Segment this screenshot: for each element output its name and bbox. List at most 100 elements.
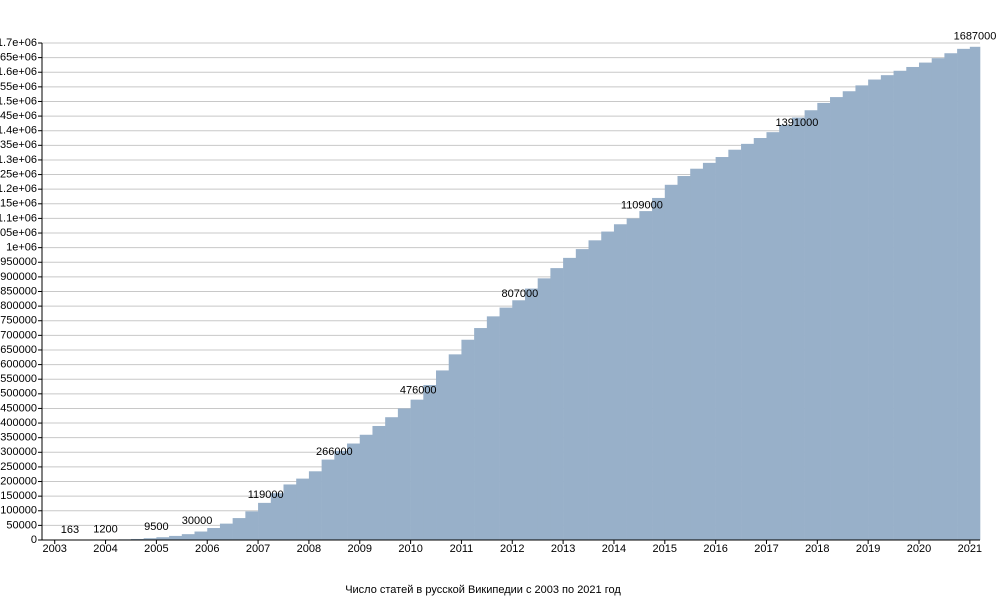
bar <box>830 97 844 540</box>
bar <box>702 162 716 541</box>
bar <box>855 85 869 540</box>
y-tick-label: 1.15e+06 <box>0 198 37 210</box>
x-tick-label: 2014 <box>602 543 626 555</box>
y-tick-label: 400000 <box>0 417 37 429</box>
bar <box>423 385 437 540</box>
y-tick-label: 650000 <box>0 344 37 356</box>
annotation: 163 <box>61 524 79 536</box>
annotation: 119000 <box>248 489 284 501</box>
bar <box>753 138 767 540</box>
bar <box>728 149 742 541</box>
y-tick-label: 1.25e+06 <box>0 168 37 180</box>
bar <box>156 537 170 540</box>
bar <box>474 328 488 540</box>
y-tick-label: 200000 <box>0 475 37 487</box>
y-tick-label: 50000 <box>6 519 37 531</box>
annotation: 807000 <box>502 288 539 300</box>
bar <box>918 62 933 540</box>
bar <box>957 48 971 541</box>
annotation: 30000 <box>182 515 213 527</box>
bar <box>588 240 602 540</box>
y-tick-label: 1.55e+06 <box>0 81 37 93</box>
bar <box>804 110 818 540</box>
x-tick-label: 2016 <box>703 543 727 555</box>
bar <box>524 288 538 540</box>
y-tick-label: 1.4e+06 <box>0 125 37 137</box>
bar <box>715 157 729 541</box>
bar <box>537 278 551 540</box>
bar <box>639 211 653 540</box>
annotation: 1391000 <box>776 117 819 129</box>
y-tick-label: 1.1e+06 <box>0 212 37 224</box>
y-tick-label: 800000 <box>0 300 37 312</box>
bar <box>219 523 233 540</box>
y-tick-label: 600000 <box>0 358 37 370</box>
y-tick-label: 900000 <box>0 271 37 283</box>
x-tick-label: 2010 <box>398 543 422 555</box>
bar <box>334 450 348 540</box>
bar <box>194 531 208 540</box>
bar <box>601 231 615 541</box>
bar <box>664 184 678 540</box>
bar <box>296 478 310 540</box>
bar <box>741 143 755 541</box>
bar <box>779 124 793 540</box>
bar <box>512 300 526 540</box>
bar <box>791 117 805 541</box>
bar <box>448 354 462 540</box>
bar <box>181 534 195 540</box>
y-tick-label: 300000 <box>0 446 37 458</box>
bar <box>130 538 144 540</box>
bar <box>563 257 577 540</box>
bar <box>677 176 691 541</box>
annotation: 9500 <box>144 521 168 533</box>
y-tick-label: 100000 <box>0 505 37 517</box>
y-tick-label: 1e+06 <box>6 242 37 254</box>
y-tick-label: 0 <box>31 534 37 546</box>
x-tick-label: 2005 <box>144 543 168 555</box>
bar <box>880 75 894 541</box>
y-tick-label: 950000 <box>0 256 37 268</box>
chart-title: Число статей в русской Википедии с 2003 … <box>345 584 621 596</box>
y-tick-label: 1.6e+06 <box>0 66 37 78</box>
x-tick-label: 2008 <box>297 543 321 555</box>
bar <box>359 434 373 540</box>
bar <box>906 66 920 541</box>
x-tick-label: 2011 <box>450 543 474 555</box>
x-tick-label: 2003 <box>42 543 66 555</box>
x-tick-label: 2019 <box>856 543 880 555</box>
x-tick-label: 2018 <box>805 543 829 555</box>
bar <box>766 132 780 540</box>
y-tick-label: 1.35e+06 <box>0 139 37 151</box>
bar <box>207 528 221 540</box>
bar <box>944 53 958 540</box>
annotation: 476000 <box>400 385 437 397</box>
bar <box>308 471 322 540</box>
y-tick-label: 550000 <box>0 373 37 385</box>
bar <box>893 70 907 540</box>
y-tick-label: 700000 <box>0 329 37 341</box>
bar <box>817 102 831 541</box>
y-tick-label: 1.5e+06 <box>0 95 37 107</box>
bar <box>868 79 882 540</box>
bar <box>575 249 589 540</box>
bar <box>436 370 450 540</box>
y-tick-label: 1.45e+06 <box>0 110 37 122</box>
y-tick-label: 1.3e+06 <box>0 154 37 166</box>
bar <box>143 538 157 540</box>
bar <box>321 459 335 540</box>
bar <box>842 91 856 541</box>
bar <box>347 443 361 540</box>
bar <box>486 316 500 540</box>
y-tick-label: 450000 <box>0 402 37 414</box>
x-tick-label: 2007 <box>246 543 270 555</box>
y-tick-label: 150000 <box>0 490 37 502</box>
x-tick-label: 2013 <box>551 543 575 555</box>
x-tick-label: 2015 <box>653 543 677 555</box>
bar <box>499 307 513 540</box>
y-tick-label: 500000 <box>0 388 37 400</box>
y-tick-label: 1.05e+06 <box>0 227 37 239</box>
bar <box>652 197 666 540</box>
